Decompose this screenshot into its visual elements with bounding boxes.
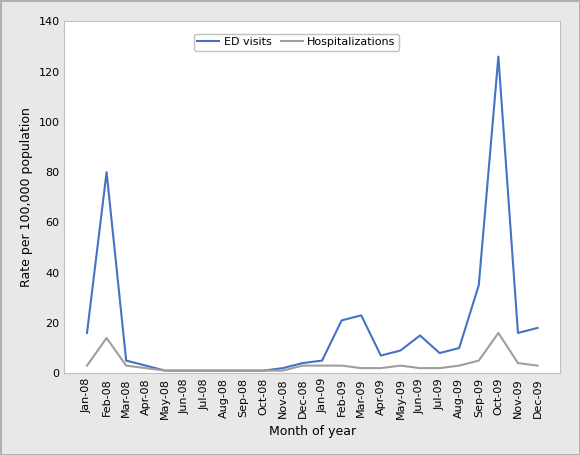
Hospitalizations — [475, 358, 482, 364]
Line: Hospitalizations: Hospitalizations — [87, 333, 538, 371]
ED visits — [495, 54, 502, 59]
Hospitalizations — [280, 368, 287, 374]
ED visits — [142, 363, 149, 369]
Line: ED visits: ED visits — [87, 56, 538, 371]
Hospitalizations — [182, 368, 188, 374]
Hospitalizations — [103, 335, 110, 341]
Hospitalizations — [397, 363, 404, 369]
Hospitalizations — [142, 365, 149, 371]
ED visits — [456, 345, 463, 351]
Hospitalizations — [436, 365, 443, 371]
ED visits — [397, 348, 404, 353]
ED visits — [182, 368, 188, 374]
Hospitalizations — [162, 368, 169, 374]
ED visits — [280, 365, 287, 371]
ED visits — [436, 350, 443, 356]
ED visits — [84, 330, 90, 336]
Hospitalizations — [416, 365, 423, 371]
Hospitalizations — [299, 363, 306, 369]
Hospitalizations — [220, 368, 227, 374]
Hospitalizations — [514, 360, 521, 366]
Hospitalizations — [534, 363, 541, 369]
Hospitalizations — [201, 368, 208, 374]
Hospitalizations — [378, 365, 385, 371]
ED visits — [338, 318, 345, 323]
ED visits — [299, 360, 306, 366]
ED visits — [123, 358, 130, 364]
ED visits — [358, 313, 365, 318]
ED visits — [416, 333, 423, 338]
ED visits — [378, 353, 385, 358]
Hospitalizations — [495, 330, 502, 336]
ED visits — [240, 368, 247, 374]
Hospitalizations — [240, 368, 247, 374]
ED visits — [514, 330, 521, 336]
Hospitalizations — [84, 363, 90, 369]
ED visits — [475, 283, 482, 288]
Hospitalizations — [456, 363, 463, 369]
ED visits — [103, 169, 110, 175]
X-axis label: Month of year: Month of year — [269, 425, 356, 438]
ED visits — [162, 368, 169, 374]
ED visits — [318, 358, 325, 364]
Legend: ED visits, Hospitalizations: ED visits, Hospitalizations — [194, 34, 399, 51]
Hospitalizations — [338, 363, 345, 369]
ED visits — [534, 325, 541, 331]
Hospitalizations — [318, 363, 325, 369]
Hospitalizations — [358, 365, 365, 371]
ED visits — [260, 368, 267, 374]
ED visits — [220, 368, 227, 374]
Hospitalizations — [123, 363, 130, 369]
Y-axis label: Rate per 100,000 population: Rate per 100,000 population — [20, 107, 33, 287]
Hospitalizations — [260, 368, 267, 374]
ED visits — [201, 368, 208, 374]
